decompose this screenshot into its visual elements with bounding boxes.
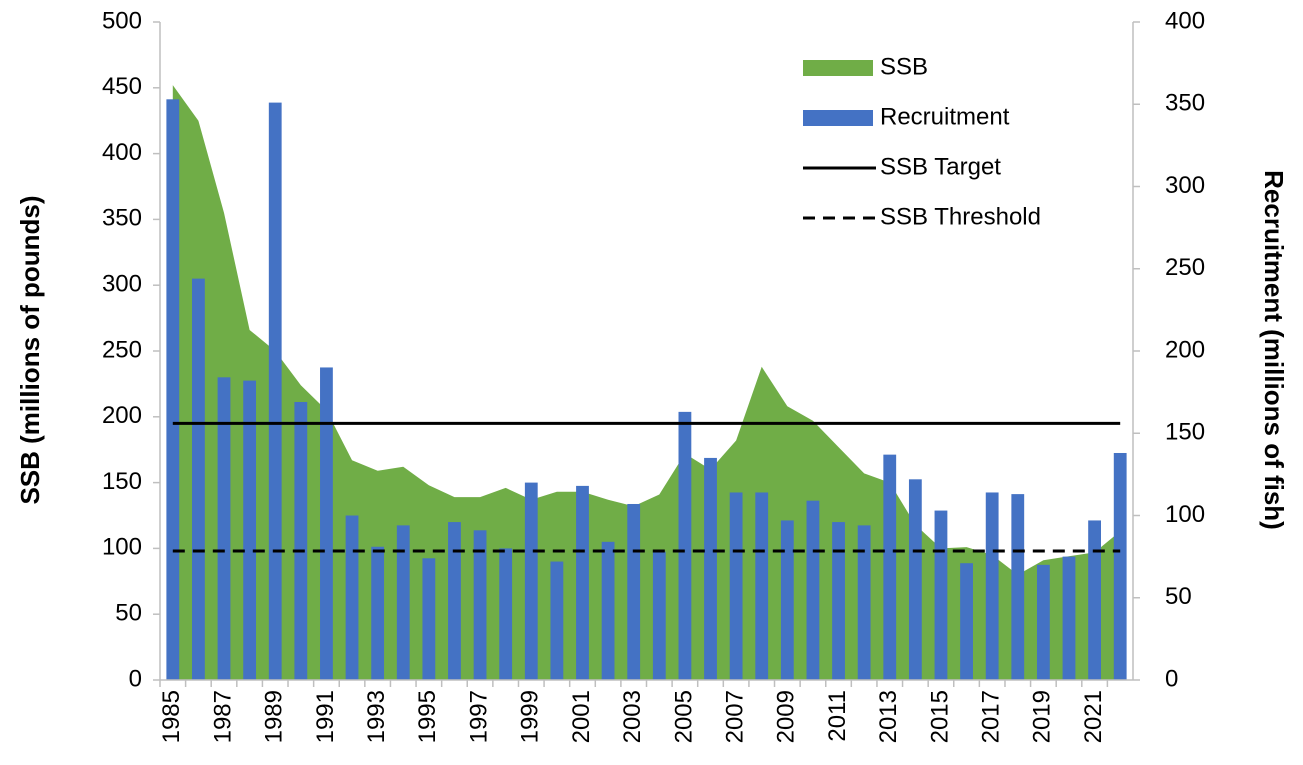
bar	[960, 563, 973, 680]
bar	[934, 510, 948, 680]
y2-tick-label: 150	[1165, 419, 1205, 446]
y2-tick-label: 0	[1165, 665, 1178, 692]
x-tick-label: 2017	[978, 690, 1005, 743]
bar	[627, 503, 641, 680]
bar	[268, 102, 282, 681]
x-tick-label: 2021	[1080, 690, 1107, 743]
y-tick-label: 300	[102, 271, 142, 298]
y-axis-title: SSB (millions of pounds)	[15, 195, 45, 504]
y-tick-label: 450	[102, 73, 142, 100]
x-tick-label: 2007	[721, 690, 748, 743]
bar	[448, 522, 461, 680]
y2-tick-label: 350	[1165, 90, 1205, 117]
legend-swatch	[803, 110, 873, 126]
bar	[345, 515, 359, 680]
legend-swatch	[803, 60, 873, 76]
bar	[857, 525, 871, 680]
x-tick-label: 1987	[209, 690, 236, 743]
y-tick-label: 400	[102, 139, 142, 166]
y2-axis-title: Recruitment (millions of fish)	[1259, 170, 1289, 530]
legend-label: Recruitment	[880, 103, 1010, 130]
y2-tick-label: 200	[1165, 336, 1205, 363]
y2-tick-label: 250	[1165, 254, 1205, 281]
bar	[985, 492, 999, 680]
y-tick-label: 0	[129, 665, 142, 692]
bar	[422, 558, 436, 680]
x-tick-label: 2013	[875, 690, 902, 743]
y-tick-label: 200	[102, 402, 142, 429]
x-tick-label: 2001	[568, 690, 595, 743]
bar	[1011, 494, 1025, 680]
bar	[755, 492, 769, 680]
y2-tick-label: 300	[1165, 172, 1205, 199]
bar	[576, 485, 589, 680]
bar	[294, 401, 308, 680]
bar	[217, 377, 231, 680]
bar	[1036, 564, 1050, 680]
x-tick-label: 2009	[773, 690, 800, 743]
bar	[192, 278, 205, 680]
x-tick-label: 1993	[363, 690, 390, 743]
y-tick-label: 350	[102, 205, 142, 232]
bar	[524, 482, 538, 680]
bar	[729, 492, 743, 680]
x-tick-label: 2019	[1029, 690, 1056, 743]
bar	[1088, 520, 1101, 680]
bar	[806, 500, 820, 680]
x-tick-label: 2015	[926, 690, 953, 743]
legend-label: SSB Target	[880, 153, 1001, 180]
bar	[473, 530, 487, 680]
bar	[832, 522, 845, 680]
x-tick-label: 2011	[824, 690, 851, 742]
bar	[320, 367, 333, 680]
bar	[908, 479, 922, 680]
y2-tick-label: 50	[1165, 583, 1192, 610]
legend-label: SSB	[880, 53, 928, 80]
x-tick-label: 1995	[414, 690, 441, 743]
bar	[166, 99, 180, 680]
bar	[1062, 556, 1076, 680]
y2-tick-label: 400	[1165, 7, 1205, 34]
bar	[550, 561, 564, 680]
bar	[1113, 452, 1127, 680]
x-tick-label: 1997	[465, 690, 492, 743]
bar	[396, 525, 410, 680]
bar	[243, 380, 257, 680]
x-tick-label: 1989	[261, 690, 288, 743]
x-tick-label: 2005	[670, 690, 697, 743]
legend-label: SSB Threshold	[880, 203, 1041, 230]
y-tick-label: 150	[102, 468, 142, 495]
bar	[704, 457, 717, 680]
x-tick-label: 2003	[619, 690, 646, 743]
y-tick-label: 50	[115, 600, 142, 627]
y-tick-label: 250	[102, 336, 142, 363]
x-tick-label: 1991	[312, 690, 339, 743]
y-tick-label: 100	[102, 534, 142, 561]
x-tick-label: 1985	[158, 690, 185, 743]
bar	[371, 546, 385, 680]
bar	[678, 411, 692, 680]
y-tick-label: 500	[102, 7, 142, 34]
bar	[601, 541, 615, 680]
x-tick-label: 1999	[517, 690, 544, 743]
bar	[652, 551, 666, 680]
bar	[499, 548, 513, 680]
y2-tick-label: 100	[1165, 501, 1205, 528]
bar	[883, 454, 897, 680]
bar	[780, 520, 794, 680]
